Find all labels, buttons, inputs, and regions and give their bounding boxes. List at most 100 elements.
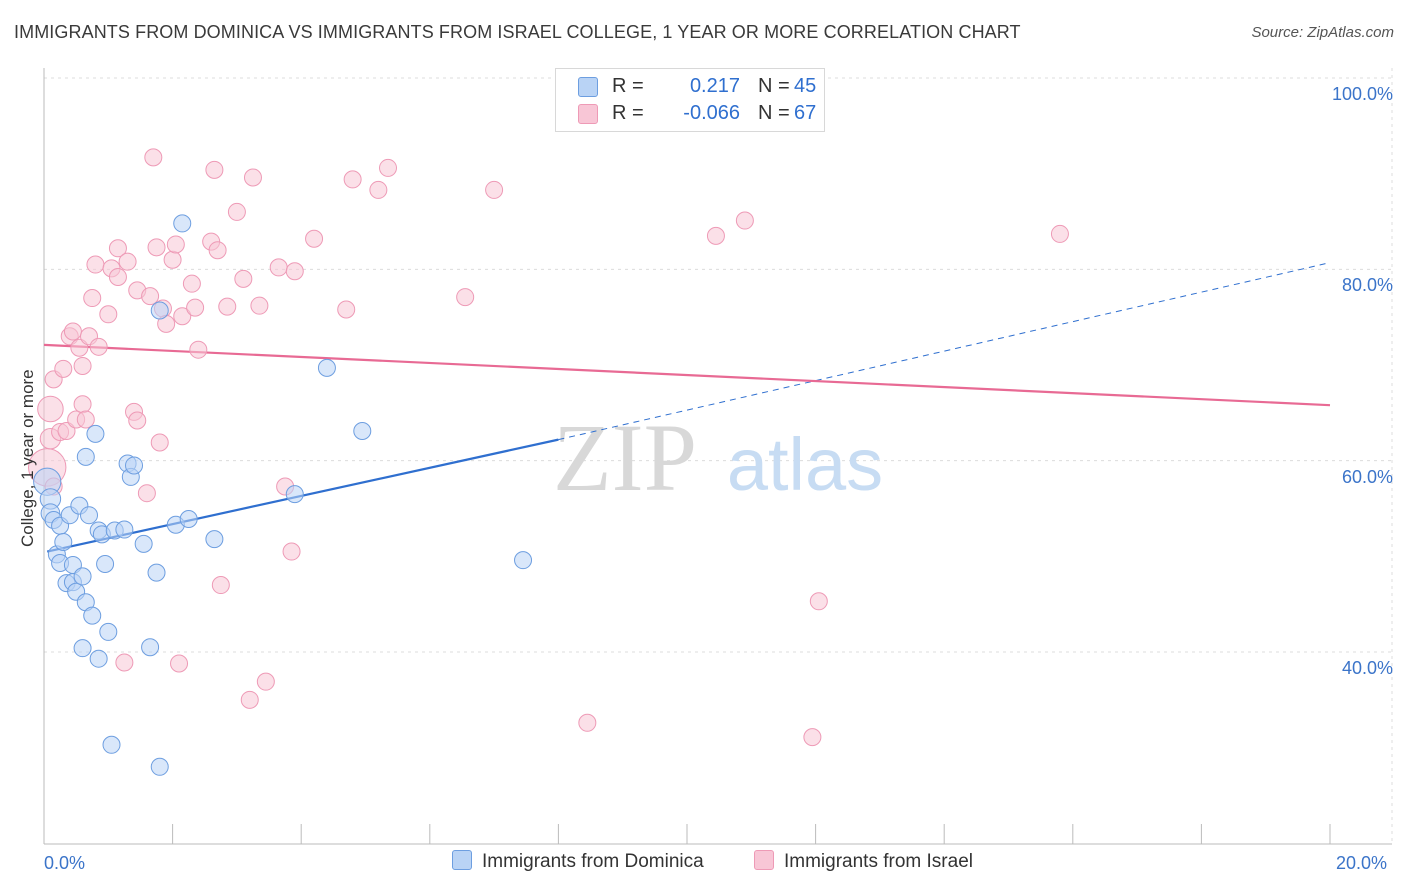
x-tick-label-max: 20.0% (1336, 853, 1388, 873)
data-point-israel (147, 238, 166, 257)
data-point-dominica (73, 639, 92, 658)
data-point-dominica (63, 555, 82, 574)
data-point-israel (163, 250, 182, 269)
legend-swatch-pink (754, 850, 774, 870)
data-point-israel (182, 274, 201, 293)
data-point-dominica (141, 638, 160, 657)
data-point-israel (809, 592, 828, 611)
data-point-dominica (353, 422, 372, 441)
data-point-israel (578, 713, 597, 732)
data-point-israel (706, 226, 725, 245)
data-point-israel (343, 170, 362, 189)
legend-r-label: R = (612, 102, 644, 124)
data-point-dominica (102, 735, 121, 754)
legend-n-label: N = (758, 75, 790, 97)
data-point-dominica (125, 456, 144, 475)
data-point-israel (227, 202, 246, 221)
legend-r-value: 0.217 (689, 75, 740, 97)
data-point-dominica (134, 534, 153, 553)
data-point-dominica (317, 358, 336, 377)
y-tick-label: 40.0% (1341, 658, 1393, 678)
y-tick-label: 60.0% (1341, 466, 1393, 487)
data-point-israel (269, 258, 288, 277)
data-point-dominica (83, 606, 102, 625)
legend-r-value: -0.066 (683, 102, 740, 124)
data-point-dominica (179, 510, 198, 529)
data-point-israel (234, 269, 253, 288)
data-point-israel (285, 262, 304, 281)
data-point-israel (456, 288, 475, 307)
series-legend-dominica: Immigrants from Dominica (452, 850, 704, 873)
y-tick-label: 80.0% (1341, 275, 1393, 296)
legend-r-label: R = (612, 75, 644, 97)
data-point-israel (73, 395, 92, 414)
data-point-dominica (150, 301, 169, 320)
data-point-dominica (173, 214, 192, 233)
data-point-israel (186, 298, 205, 317)
legend-n-label: N = (758, 102, 790, 124)
axes (43, 68, 1392, 845)
chart-title: IMMIGRANTS FROM DOMINICA VS IMMIGRANTS F… (14, 22, 1021, 42)
data-point-israel (37, 395, 64, 423)
data-point-israel (189, 340, 208, 359)
data-point-dominica (147, 563, 166, 582)
watermark-atlas: atlas (727, 423, 883, 506)
source-credit: Source: ZipAtlas.com (1251, 24, 1394, 41)
data-point-dominica (73, 567, 92, 586)
legend-n-value: 45 (794, 75, 817, 97)
data-point-israel (108, 239, 127, 258)
data-point-israel (73, 356, 92, 375)
trend-line-israel (43, 343, 1331, 407)
data-point-israel (99, 305, 118, 324)
data-point-israel (128, 411, 147, 430)
data-point-israel (282, 542, 301, 561)
data-point-dominica (99, 622, 118, 641)
data-point-israel (1050, 224, 1069, 243)
data-point-dominica (76, 447, 95, 466)
data-point-israel (240, 690, 259, 709)
data-point-dominica (89, 649, 108, 668)
data-point-israel (70, 338, 89, 357)
legend-swatch-blue (578, 77, 598, 97)
data-point-israel (63, 322, 82, 341)
data-point-dominica (115, 520, 134, 539)
data-point-israel (337, 300, 356, 319)
watermark-zip: ZIP (553, 404, 697, 511)
legend-series-name: Immigrants from Dominica (482, 851, 704, 872)
data-point-dominica (86, 424, 105, 443)
x-tick-label-min: 0.0% (44, 853, 86, 873)
data-point-dominica (205, 530, 224, 549)
data-point-israel (57, 422, 76, 441)
data-point-israel (118, 252, 137, 271)
data-point-israel (76, 410, 95, 429)
data-point-israel (144, 148, 163, 167)
correlation-legend: R = 0.217 N = 45 R = -0.066 N = 67 (555, 68, 825, 132)
data-point-israel (150, 433, 169, 452)
watermark: ZIP atlas (553, 404, 883, 511)
y-axis-label: College, 1 year or more (18, 369, 37, 547)
data-point-israel (735, 211, 754, 230)
data-point-dominica (96, 554, 115, 573)
data-point-israel (115, 653, 134, 672)
data-points (28, 148, 1069, 776)
data-point-israel (218, 297, 237, 316)
data-point-dominica (150, 757, 169, 776)
data-point-israel (485, 180, 504, 199)
data-point-israel (89, 337, 108, 356)
data-point-israel (170, 654, 189, 673)
data-point-israel (379, 158, 398, 177)
data-point-israel (86, 255, 105, 274)
legend-swatch-blue (452, 850, 472, 870)
data-point-israel (54, 359, 73, 378)
data-point-israel (250, 296, 269, 315)
data-point-dominica (514, 551, 533, 570)
data-point-israel (166, 235, 185, 254)
legend-n-value: 67 (794, 102, 817, 124)
data-point-israel (137, 484, 156, 503)
data-point-israel (256, 672, 275, 691)
data-point-israel (243, 168, 262, 187)
data-point-israel (305, 229, 324, 248)
data-point-dominica (285, 485, 304, 504)
data-point-israel (83, 289, 102, 308)
